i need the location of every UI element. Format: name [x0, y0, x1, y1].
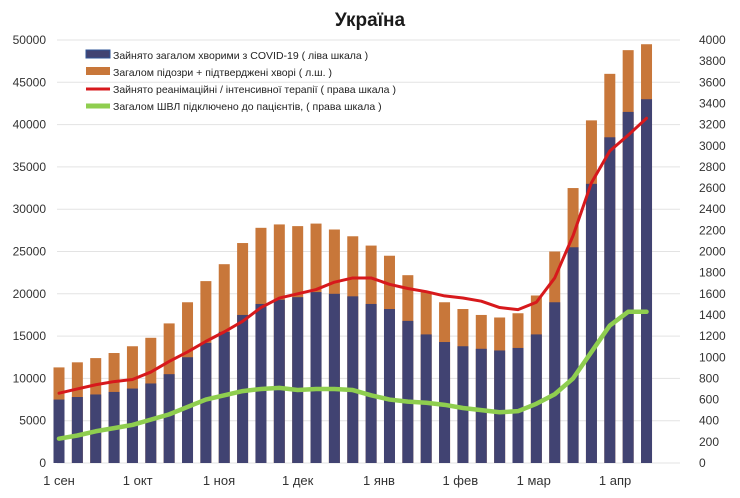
bar-covid-occupied — [163, 374, 175, 463]
left-tick-label: 40000 — [13, 118, 47, 132]
bar-covid-occupied — [457, 346, 469, 463]
bar-covid-occupied — [439, 342, 451, 463]
legend-swatch-suspected — [86, 67, 110, 75]
bar-covid-occupied — [585, 183, 597, 463]
bar-covid-occupied — [182, 357, 194, 463]
x-tick-label: 1 дек — [282, 473, 314, 488]
bar-covid-occupied — [383, 309, 395, 463]
bar-covid-occupied — [90, 394, 102, 463]
x-axis: 1 сен 1 окт 1 ноя 1 дек 1 янв 1 фев 1 мар 1 апр — [43, 473, 631, 488]
legend-label: Зайнято реанімаційні / інтенсивної терап… — [113, 84, 396, 96]
bar-covid-occupied — [71, 397, 83, 463]
left-tick-label: 15000 — [13, 329, 47, 343]
legend-label: Загалом підозри + підтверджені хворі ( л… — [113, 67, 332, 79]
bar-covid-occupied — [255, 303, 267, 463]
right-axis: 4000380036003400320030002800260024002200… — [699, 33, 726, 470]
left-axis: 5000045000400003500030000250002000015000… — [13, 33, 47, 470]
left-tick-label: 0 — [39, 456, 46, 470]
right-tick-label: 3600 — [699, 75, 726, 89]
bar-covid-occupied — [310, 292, 322, 463]
bar-covid-occupied — [494, 350, 506, 463]
bar-covid-occupied — [53, 399, 65, 463]
legend-label: Зайнято загалом хворими з COVID-19 ( лів… — [113, 50, 368, 62]
left-tick-label: 10000 — [13, 371, 47, 385]
right-tick-label: 2400 — [699, 202, 726, 216]
right-tick-label: 200 — [699, 435, 719, 449]
bar-covid-occupied — [475, 348, 487, 463]
left-tick-label: 30000 — [13, 202, 47, 216]
right-tick-label: 3800 — [699, 54, 726, 68]
bar-covid-occupied — [347, 296, 359, 463]
right-tick-label: 2600 — [699, 181, 726, 195]
right-tick-label: 2800 — [699, 160, 726, 174]
bar-covid-occupied — [420, 334, 432, 463]
x-tick-label: 1 сен — [43, 473, 75, 488]
right-tick-label: 1400 — [699, 308, 726, 322]
right-tick-label: 1000 — [699, 350, 726, 364]
right-tick-label: 3400 — [699, 96, 726, 110]
left-tick-label: 35000 — [13, 160, 47, 174]
x-tick-label: 1 окт — [123, 473, 153, 488]
right-tick-label: 800 — [699, 371, 719, 385]
icu-line — [57, 116, 649, 395]
bar-covid-occupied — [200, 342, 212, 463]
bar-covid-occupied — [567, 247, 579, 463]
bar-covid-occupied — [512, 347, 524, 463]
right-tick-label: 2000 — [699, 245, 726, 259]
line-series — [56, 116, 649, 441]
left-tick-label: 20000 — [13, 287, 47, 301]
bar-covid-occupied — [604, 137, 616, 464]
bar-covid-occupied — [530, 334, 542, 463]
right-tick-label: 1800 — [699, 266, 726, 280]
right-tick-label: 600 — [699, 393, 719, 407]
right-tick-label: 3200 — [699, 118, 726, 132]
x-tick-label: 1 апр — [599, 473, 631, 488]
legend: Зайнято загалом хворими з COVID-19 ( лів… — [85, 49, 396, 113]
bar-covid-occupied — [641, 99, 653, 463]
right-tick-label: 4000 — [699, 33, 726, 47]
bar-covid-occupied — [145, 383, 157, 463]
right-tick-label: 1600 — [699, 287, 726, 301]
right-tick-label: 0 — [699, 456, 706, 470]
bar-covid-occupied — [549, 302, 561, 463]
left-tick-label: 45000 — [13, 75, 47, 89]
bar-covid-occupied — [328, 293, 340, 463]
x-tick-label: 1 янв — [363, 473, 395, 488]
chart-title: Україна — [335, 10, 406, 31]
legend-swatch-covid — [85, 49, 111, 59]
left-tick-label: 25000 — [13, 245, 47, 259]
right-tick-label: 400 — [699, 414, 719, 428]
x-tick-label: 1 ноя — [203, 473, 235, 488]
right-tick-label: 1200 — [699, 329, 726, 343]
bar-covid-occupied — [273, 299, 285, 463]
right-tick-label: 2200 — [699, 223, 726, 237]
bar-covid-occupied — [402, 320, 414, 463]
x-tick-label: 1 фев — [442, 473, 478, 488]
bar-series — [53, 44, 653, 464]
x-tick-label: 1 мар — [517, 473, 551, 488]
right-tick-label: 3000 — [699, 139, 726, 153]
left-tick-label: 50000 — [13, 33, 47, 47]
bar-covid-occupied — [622, 111, 634, 463]
ventilator-line — [56, 309, 649, 441]
left-tick-label: 5000 — [19, 414, 46, 428]
legend-label: Загалом ШВЛ підключено до пацієнтів, ( п… — [113, 101, 382, 113]
bar-covid-occupied — [292, 297, 304, 463]
bar-covid-occupied — [365, 303, 377, 463]
